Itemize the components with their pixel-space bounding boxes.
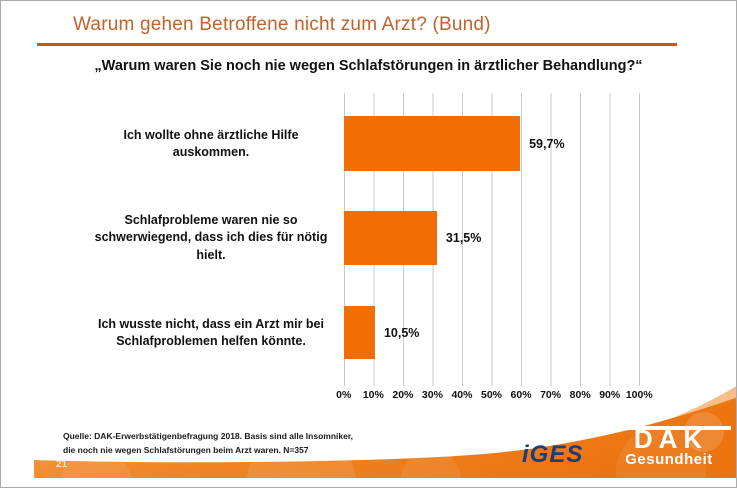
x-axis-tick-labels: 0% 10% 20% 30% 40% 50% 60% 70% 80% 90% 1… [329,389,654,401]
x-tick: 70% [540,389,562,401]
chart-row: Schlafprobleme waren nie so schwerwiegen… [1,211,736,265]
source-note: Quelle: DAK-Erwerbstätigenbefragung 2018… [63,429,393,457]
footer-swoosh-graphic [34,386,736,487]
chart-question-subtitle: „Warum waren Sie noch nie wegen Schlafst… [94,58,643,74]
value-label: 10,5% [383,325,420,340]
bar [344,306,375,359]
bar [344,211,437,265]
title-divider [37,43,677,46]
source-line-1: Quelle: DAK-Erwerbstätigenbefragung 2018… [63,431,354,441]
x-tick: 20% [392,389,414,401]
chart-row: Ich wusste nicht, dass ein Arzt mir bei … [1,306,736,359]
value-label: 59,7% [529,136,565,151]
x-tick: 100% [625,389,653,401]
value-label: 31,5% [445,231,482,245]
bar-track: 10,5% [344,306,639,359]
x-tick: 30% [421,389,443,401]
slide-title: Warum gehen Betroffene nicht zum Arzt? (… [73,14,491,35]
category-label: Schlafprobleme waren nie so schwerwiegen… [94,213,328,262]
category-label: Ich wollte ohne ärztliche Hilfe auskomme… [123,127,299,159]
x-tick: 40% [451,389,473,401]
chart-row: Ich wollte ohne ärztliche Hilfe auskomme… [1,116,736,171]
x-tick: 60% [510,389,532,401]
bar [344,116,521,171]
x-tick: 50% [481,389,503,401]
dak-logo-bar [607,426,731,430]
dak-logo-subtitle: Gesundheit [625,451,713,468]
dak-logo: DAK Gesundheit [607,426,731,467]
dak-logo-wordmark: DAK [633,424,709,454]
bar-track: 31,5% [344,211,639,265]
x-tick: 90% [599,389,621,401]
category-label: Ich wusste nicht, dass ein Arzt mir bei … [98,316,324,348]
x-tick: 10% [362,389,384,401]
x-tick: 80% [569,389,591,401]
x-tick: 0% [336,389,352,401]
page-number: 21 [56,459,68,470]
source-line-2: die noch nie wegen Schlafstörungen beim … [63,445,309,455]
iges-logo: iGES [522,441,584,468]
bar-track: 59,7% [344,116,639,171]
